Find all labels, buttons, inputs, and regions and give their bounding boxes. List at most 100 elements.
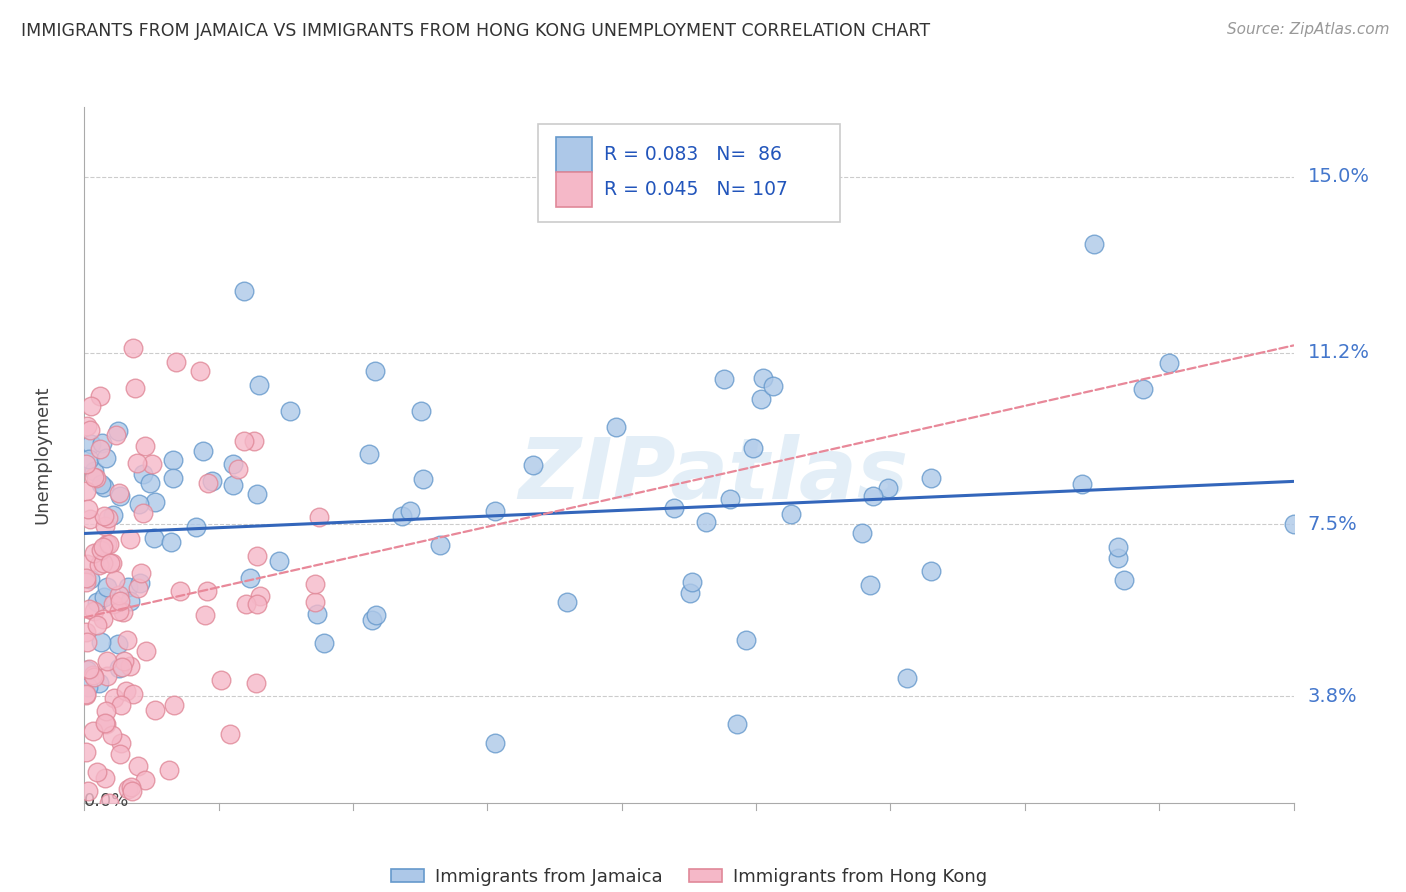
Point: [233, 434, 256, 448]
Point: [1071, 476, 1094, 491]
Point: [103, 508, 125, 523]
Point: [108, 594, 131, 608]
Point: [75, 457, 97, 471]
Point: [94, 771, 117, 785]
Point: [120, 533, 142, 547]
Point: [751, 392, 773, 407]
Point: [219, 726, 242, 740]
Point: [409, 403, 432, 417]
Point: [662, 500, 685, 515]
Point: [249, 590, 271, 604]
Point: [725, 717, 748, 731]
Point: [713, 372, 735, 386]
Point: [90, 477, 112, 491]
Point: [246, 487, 269, 501]
Point: [93, 519, 115, 533]
Point: [114, 684, 136, 698]
Point: [98, 556, 121, 570]
Text: Source: ZipAtlas.com: Source: ZipAtlas.com: [1226, 22, 1389, 37]
Point: [86, 618, 108, 632]
Point: [75, 571, 97, 585]
Point: [896, 671, 918, 685]
Point: [77, 783, 100, 797]
Point: [91, 436, 114, 450]
Point: [128, 497, 150, 511]
Point: [143, 703, 166, 717]
Point: [695, 515, 717, 529]
Point: [91, 540, 114, 554]
Point: [101, 597, 124, 611]
Point: [75, 745, 97, 759]
Point: [77, 662, 100, 676]
Point: [679, 585, 702, 599]
Point: [96, 716, 118, 731]
Point: [108, 604, 131, 618]
Point: [107, 425, 129, 439]
Point: [484, 735, 506, 749]
Point: [169, 583, 191, 598]
Point: [312, 636, 335, 650]
Point: [107, 637, 129, 651]
Point: [90, 825, 112, 839]
Point: [131, 566, 153, 581]
Point: [90, 634, 112, 648]
Point: [91, 611, 114, 625]
Point: [197, 475, 219, 490]
Point: [94, 704, 117, 718]
Point: [246, 597, 269, 611]
Point: [1108, 541, 1130, 555]
Point: [129, 575, 152, 590]
Text: 7.5%: 7.5%: [1308, 515, 1357, 534]
Point: [132, 467, 155, 481]
Point: [235, 597, 257, 611]
Point: [1114, 573, 1136, 587]
Point: [90, 542, 112, 557]
Legend: Immigrants from Jamaica, Immigrants from Hong Kong: Immigrants from Jamaica, Immigrants from…: [384, 861, 994, 892]
Point: [139, 476, 162, 491]
Point: [96, 580, 118, 594]
Point: [859, 578, 882, 592]
Point: [112, 605, 135, 619]
Text: 0.0%: 0.0%: [84, 792, 129, 810]
Point: [75, 624, 97, 639]
Point: [76, 680, 98, 694]
Point: [153, 812, 176, 826]
Point: [108, 747, 131, 761]
Point: [120, 780, 142, 794]
Point: [132, 506, 155, 520]
Point: [121, 784, 143, 798]
FancyBboxPatch shape: [538, 124, 841, 222]
Point: [304, 577, 326, 591]
Point: [97, 796, 120, 810]
Point: [76, 635, 98, 649]
Point: [555, 594, 578, 608]
Point: [83, 670, 105, 684]
FancyBboxPatch shape: [555, 137, 592, 172]
Point: [89, 389, 111, 403]
Point: [87, 676, 110, 690]
Point: [851, 526, 873, 541]
Point: [364, 364, 387, 378]
Point: [145, 495, 167, 509]
Point: [76, 418, 98, 433]
Point: [522, 458, 544, 472]
Point: [201, 475, 224, 489]
Point: [86, 595, 108, 609]
Point: [75, 483, 97, 498]
Point: [117, 781, 139, 796]
Point: [361, 613, 384, 627]
Point: [93, 480, 115, 494]
Point: [141, 457, 163, 471]
Point: [110, 735, 132, 749]
Point: [751, 371, 773, 385]
Point: [80, 399, 103, 413]
Point: [108, 587, 131, 601]
Point: [245, 676, 267, 690]
Point: [134, 439, 156, 453]
Point: [267, 554, 290, 568]
Point: [79, 572, 101, 586]
Point: [118, 594, 141, 608]
Point: [98, 537, 121, 551]
Point: [735, 632, 758, 647]
Point: [359, 447, 381, 461]
